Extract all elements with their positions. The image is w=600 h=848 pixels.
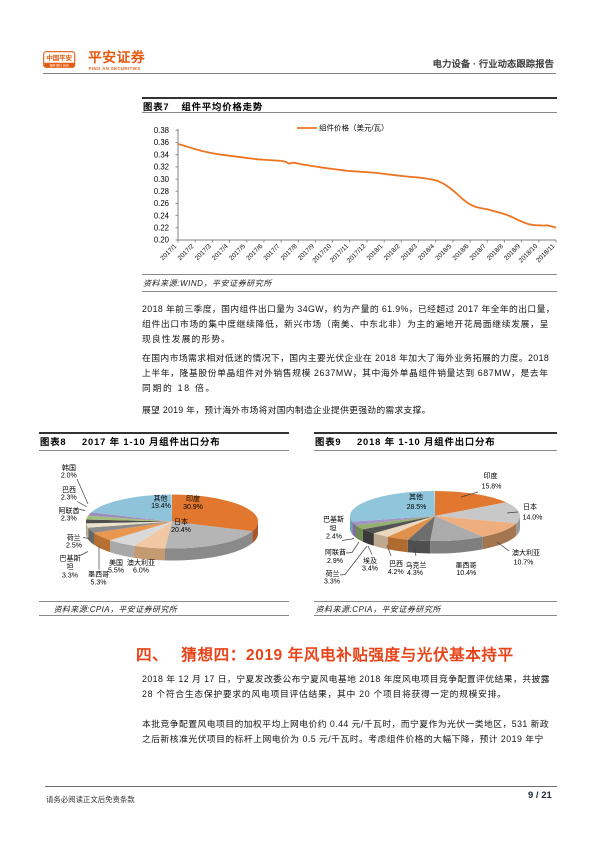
svg-text:2017/7: 2017/7 <box>262 243 281 262</box>
svg-text:15.8%: 15.8% <box>482 484 502 491</box>
svg-text:0.20: 0.20 <box>154 236 170 245</box>
svg-text:巴西: 巴西 <box>62 486 76 494</box>
svg-text:10.4%: 10.4% <box>456 570 476 577</box>
svg-text:坦: 坦 <box>330 524 337 533</box>
svg-text:日本: 日本 <box>523 502 537 511</box>
svg-text:平安证券: 平安证券 <box>88 49 145 65</box>
svg-text:0.32: 0.32 <box>154 163 169 172</box>
svg-text:2017/2: 2017/2 <box>177 243 196 262</box>
svg-text:印度: 印度 <box>484 471 498 480</box>
svg-text:坦: 坦 <box>67 562 74 571</box>
svg-text:2017/5: 2017/5 <box>228 243 247 262</box>
svg-text:14.0%: 14.0% <box>523 515 543 522</box>
svg-text:2.3%: 2.3% <box>61 495 77 502</box>
svg-text:2.9%: 2.9% <box>327 558 343 565</box>
svg-text:20.4%: 20.4% <box>171 527 191 534</box>
svg-text:中国平安: 中国平安 <box>46 53 72 62</box>
svg-text:0.34: 0.34 <box>154 150 170 159</box>
svg-text:2.4%: 2.4% <box>326 534 342 541</box>
svg-text:19.4%: 19.4% <box>151 503 171 510</box>
svg-text:10.7%: 10.7% <box>514 560 534 567</box>
svg-text:4.3%: 4.3% <box>407 570 423 577</box>
svg-text:日本: 日本 <box>174 517 188 526</box>
svg-text:澳大利亚: 澳大利亚 <box>127 558 155 567</box>
svg-text:巴基斯: 巴基斯 <box>323 515 344 524</box>
svg-text:0.24: 0.24 <box>154 211 170 220</box>
svg-text:印度: 印度 <box>186 494 200 503</box>
svg-text:3.3%: 3.3% <box>324 579 340 586</box>
svg-text:阿联酋: 阿联酋 <box>59 506 80 515</box>
svg-text:2017/1: 2017/1 <box>159 243 178 262</box>
svg-text:墨西哥: 墨西哥 <box>456 562 477 570</box>
svg-text:2018/8: 2018/8 <box>486 243 505 262</box>
svg-text:韩国: 韩国 <box>62 463 76 472</box>
svg-text:2018/7: 2018/7 <box>469 243 488 262</box>
svg-text:2017/3: 2017/3 <box>194 243 213 262</box>
svg-text:墨西哥: 墨西哥 <box>88 571 109 579</box>
svg-text:PING AN SECURITIES: PING AN SECURITIES <box>89 66 141 71</box>
svg-text:2.0%: 2.0% <box>61 473 77 480</box>
svg-text:2018/5: 2018/5 <box>434 243 453 262</box>
svg-text:荷兰: 荷兰 <box>67 533 81 542</box>
svg-text:0.26: 0.26 <box>154 199 169 208</box>
svg-text:0.22: 0.22 <box>154 224 169 233</box>
svg-text:美国: 美国 <box>109 558 123 567</box>
svg-text:阿联酋: 阿联酋 <box>325 548 346 557</box>
svg-text:28.5%: 28.5% <box>407 504 427 511</box>
svg-text:巴西: 巴西 <box>389 560 403 568</box>
svg-text:2.3%: 2.3% <box>61 516 77 523</box>
svg-text:2018/3: 2018/3 <box>400 243 419 262</box>
svg-text:保险·银行·投资: 保险·银行·投资 <box>50 62 69 67</box>
svg-text:5.5%: 5.5% <box>108 568 124 575</box>
svg-text:3.3%: 3.3% <box>62 573 78 580</box>
svg-text:乌克兰: 乌克兰 <box>406 561 427 570</box>
svg-text:2017/12: 2017/12 <box>346 243 368 265</box>
svg-text:2018/11: 2018/11 <box>535 243 556 264</box>
svg-text:2018/6: 2018/6 <box>451 243 470 262</box>
svg-text:其他: 其他 <box>154 494 168 503</box>
svg-text:0.30: 0.30 <box>154 175 170 184</box>
svg-text:0.28: 0.28 <box>154 187 169 196</box>
svg-text:2017/6: 2017/6 <box>245 243 264 262</box>
svg-text:2018/1: 2018/1 <box>366 243 385 262</box>
svg-text:0.36: 0.36 <box>154 138 169 147</box>
svg-text:2018/4: 2018/4 <box>417 243 436 262</box>
svg-text:30.9%: 30.9% <box>183 504 203 511</box>
svg-text:巴基斯: 巴基斯 <box>60 554 81 563</box>
svg-text:0.38: 0.38 <box>154 126 169 135</box>
svg-text:组件价格（美元/瓦）: 组件价格（美元/瓦） <box>319 123 389 133</box>
svg-text:2017/4: 2017/4 <box>211 243 230 262</box>
svg-text:2.5%: 2.5% <box>66 543 82 550</box>
svg-text:荷兰: 荷兰 <box>326 569 340 578</box>
svg-text:埃及: 埃及 <box>363 556 377 565</box>
svg-text:澳大利亚: 澳大利亚 <box>512 548 540 557</box>
svg-text:6.0%: 6.0% <box>133 568 149 575</box>
svg-text:2017/8: 2017/8 <box>280 243 299 262</box>
svg-text:其他: 其他 <box>409 492 423 501</box>
svg-text:5.3%: 5.3% <box>91 580 107 587</box>
svg-text:3.4%: 3.4% <box>362 566 378 573</box>
svg-text:2018/2: 2018/2 <box>383 243 402 262</box>
svg-text:4.2%: 4.2% <box>388 569 404 576</box>
